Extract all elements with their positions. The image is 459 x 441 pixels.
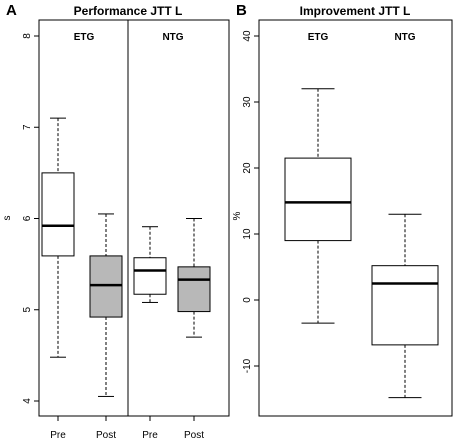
chart-b-category-label: NTG — [394, 32, 415, 43]
chart-b-category-labels: ETG NTG — [308, 32, 416, 43]
iqr-box — [41, 172, 75, 257]
chart-a-y-axis-label: s — [2, 216, 13, 221]
chart-a-box-1 — [41, 117, 75, 358]
iqr-box — [284, 157, 352, 242]
chart-a-box-4 — [177, 218, 211, 338]
chart-a-group-label-etg: ETG — [74, 32, 95, 43]
chart-b-y-tick-label: 10 — [242, 228, 253, 240]
chart-a-box-3 — [133, 226, 167, 303]
chart-a-boxes — [41, 117, 211, 397]
chart-a-x-tick-label: Post — [184, 430, 204, 441]
chart-a-x-tick-label: Pre — [142, 430, 158, 441]
chart-a-group-label-ntg: NTG — [162, 32, 183, 43]
iqr-box — [371, 265, 439, 346]
chart-b-y-axis-label: % — [232, 211, 243, 220]
panel-b: B Improvement JTT L % -10 0 10 20 30 40 ETG NT… — [232, 2, 453, 417]
iqr-box — [133, 257, 167, 295]
chart-a-x-axis: Pre Post Pre Post — [50, 416, 204, 441]
chart-a-x-tick-label: Post — [96, 430, 116, 441]
chart-a-y-tick-label: 6 — [22, 215, 33, 221]
chart-b-category-label: ETG — [308, 32, 329, 43]
chart-b-y-tick-label: 40 — [242, 30, 253, 42]
chart-a-y-tick-label: 5 — [22, 307, 33, 313]
chart-b-y-tick-label: -10 — [242, 358, 253, 373]
chart-b-box-2 — [371, 213, 439, 399]
panel-letter-a: A — [6, 2, 17, 19]
chart-a-box-2 — [89, 213, 123, 397]
chart-b-y-tick-label: 20 — [242, 162, 253, 174]
chart-b-y-axis: -10 0 10 20 30 40 — [242, 30, 259, 373]
chart-b-y-tick-label: 30 — [242, 96, 253, 108]
chart-b-title: Improvement JTT L — [300, 4, 411, 18]
chart-b-boxes — [284, 88, 439, 399]
iqr-box — [89, 255, 123, 318]
chart-b-box-1 — [284, 88, 352, 324]
chart-a-y-axis: 4 5 6 7 8 — [22, 33, 39, 404]
chart-a-y-tick-label: 4 — [22, 398, 33, 404]
chart-a-title: Performance JTT L — [74, 4, 183, 18]
chart-a-y-tick-label: 8 — [22, 33, 33, 39]
chart-a-y-tick-label: 7 — [22, 124, 33, 130]
chart-b-plot-frame — [258, 19, 453, 417]
chart-b-y-tick-label: 0 — [242, 297, 253, 303]
iqr-box — [177, 266, 211, 313]
chart-a-x-tick-label: Pre — [50, 430, 66, 441]
panel-letter-b: B — [236, 2, 247, 19]
